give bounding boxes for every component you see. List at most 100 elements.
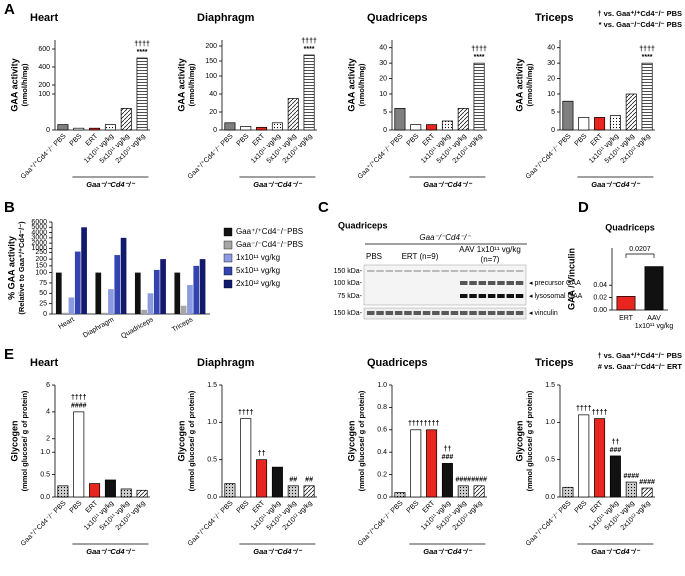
significance-mark: ### <box>610 447 622 454</box>
bar <box>101 312 108 314</box>
gaa-band <box>506 281 514 285</box>
x-tick-label: PBS <box>406 133 421 148</box>
bar <box>153 269 160 314</box>
legend-note: † vs. Gaa⁺/⁺Cd4⁻/⁻ PBS <box>597 351 682 360</box>
y-tick-label: 40 <box>379 45 387 52</box>
x-tick-label: Gaa⁺/⁺Cd4⁻/⁻ PBS <box>525 133 573 181</box>
y-tick-label: 30 <box>547 60 555 67</box>
bar <box>594 117 606 131</box>
y-tick-label: 0.0 <box>40 494 50 501</box>
bar <box>134 272 141 314</box>
group-label: Gaa⁻/⁻Cd4⁻/⁻ <box>591 180 640 189</box>
x-tick-label: Gaa⁺/⁺Cd4⁻/⁻ PBS <box>20 133 68 181</box>
group-label: Gaa⁻/⁻Cd4⁻/⁻ <box>423 180 472 189</box>
y-axis-label: (Relative to Gaa⁺/⁺Cd4⁻/⁻) <box>17 221 26 315</box>
bar <box>609 455 621 498</box>
significance-mark: †††† <box>424 421 440 428</box>
x-tick-label: Quadriceps <box>120 316 155 340</box>
y-tick-label: 0.0 <box>545 494 555 501</box>
bar <box>578 414 590 498</box>
y-axis-label: GAA activity <box>9 58 19 111</box>
y-tick-label: 100 <box>205 73 217 80</box>
x-tick-label: PBS <box>69 500 84 515</box>
significance-mark: ## <box>289 477 297 484</box>
vinculin-band <box>515 311 524 315</box>
chart-title: Triceps <box>535 12 574 24</box>
gaa-band <box>469 294 477 298</box>
blot-bands <box>367 270 524 315</box>
y-tick-label: 20 <box>547 75 555 82</box>
band-label: ◂ precursor GAA <box>529 280 581 287</box>
y-tick-label: 0.4 <box>377 449 387 456</box>
x-tick-label: PBS <box>69 133 84 148</box>
faint-band <box>413 270 421 272</box>
significance-mark: †††† <box>592 409 608 416</box>
blot-group-label: Gaa⁻/⁻Cd4⁻/⁻ <box>419 233 471 242</box>
y-axis-label: Glycogen <box>346 420 356 461</box>
y-tick-label: 0.2 <box>377 471 387 478</box>
significance-mark: †† <box>444 446 452 453</box>
bar <box>74 251 81 314</box>
bar <box>616 296 636 311</box>
bar-pattern <box>224 483 236 497</box>
group-label: Gaa⁻/⁻Cd4⁻/⁻ <box>253 547 302 556</box>
x-tick-label: Gaa⁺/⁺Cd4⁻/⁻ PBS <box>357 133 405 181</box>
y-tick-label: 5 <box>551 109 555 116</box>
bar <box>199 259 206 314</box>
bar <box>224 122 236 131</box>
kda-marker: 150 kDa- <box>334 268 363 275</box>
bar <box>89 127 101 131</box>
bar <box>81 227 87 314</box>
y-tick-label: 200 <box>38 82 50 89</box>
vinculin-band <box>385 311 394 315</box>
panel-label: C <box>318 199 329 216</box>
y-tick-label: 0.5 <box>40 471 50 478</box>
significance-mark: **** <box>137 49 148 56</box>
y-tick-label: 0.0 <box>377 494 387 501</box>
y-tick-label: 2 <box>46 436 50 443</box>
bar-pattern <box>121 488 132 497</box>
bar-pattern <box>473 485 485 497</box>
bar <box>147 293 154 314</box>
significance-mark: #### <box>623 473 639 480</box>
y-tick-label: 0 <box>213 127 217 134</box>
y-tick-label: 30 <box>379 60 387 67</box>
y-tick-label: 0 <box>551 127 555 134</box>
vinculin-band <box>441 311 449 315</box>
kda-marker: 100 kDa- <box>334 280 363 287</box>
significance-mark: **** <box>642 54 653 61</box>
bar <box>644 266 664 311</box>
gaa-band <box>460 294 468 298</box>
x-tick-label: Diaphragm <box>82 316 115 339</box>
y-tick-label: 20 <box>379 75 387 82</box>
bar-pattern <box>442 121 453 130</box>
gaa-band <box>497 294 505 298</box>
y-axis-label: (nmol/h/mg) <box>187 63 196 106</box>
western-blot: Quadriceps Gaa⁻/⁻Cd4⁻/⁻ PBS ERT (n=9) AA… <box>334 220 583 320</box>
x-tick-label: Gaa⁺/⁺Cd4⁻/⁻ PBS <box>525 500 573 548</box>
y-tick-label: 0.5 <box>545 457 555 464</box>
bar-pattern <box>136 58 148 130</box>
y-tick-label: 0.02 <box>593 294 607 301</box>
significance-mark: †† <box>612 439 620 446</box>
significance-mark: †† <box>258 451 266 458</box>
bar-pattern <box>473 63 485 131</box>
y-axis-label: GAA activity <box>514 58 524 111</box>
faint-band <box>367 270 375 272</box>
vinculin-band <box>413 311 421 315</box>
faint-band <box>478 270 487 272</box>
y-tick-label: 200 <box>35 256 47 263</box>
x-tick-label: PBS <box>236 133 251 148</box>
y-tick-label: 5 <box>383 109 387 116</box>
y-axis-label: GAA / Vinculin <box>566 248 576 310</box>
kda-marker: 150 kDa- <box>334 310 363 317</box>
y-tick-label: 0.8 <box>377 404 387 411</box>
vinculin-band <box>460 311 468 315</box>
y-tick-label: 1.0 <box>207 419 217 426</box>
group-label: Gaa⁻/⁻Cd4⁻/⁻ <box>423 547 472 556</box>
group-label: Gaa⁻/⁻Cd4⁻/⁻ <box>591 547 640 556</box>
faint-band <box>515 270 524 272</box>
blot-title: Quadriceps <box>338 220 388 230</box>
bar <box>104 479 116 498</box>
gaa-band <box>478 294 487 298</box>
